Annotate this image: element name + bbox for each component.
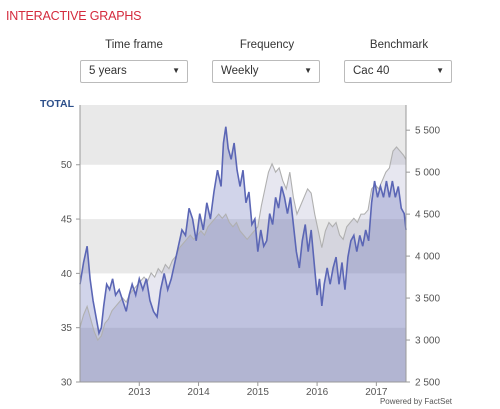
- y-left-tick-label: 40: [61, 269, 73, 280]
- grid-band: [80, 105, 406, 165]
- benchmark-area: [80, 146, 406, 382]
- benchmark-value: Cac 40: [353, 65, 390, 77]
- y-right-tick-label: 5 000: [415, 168, 440, 179]
- timeframe-label: Time frame: [105, 39, 163, 51]
- page-title: INTERACTIVE GRAPHS: [6, 9, 142, 23]
- x-tick-label: 2013: [128, 387, 151, 398]
- stock-area: [80, 126, 406, 382]
- x-tick-label: 2016: [306, 387, 329, 398]
- frequency-label: Frequency: [239, 39, 295, 51]
- y-right-tick-label: 3 500: [415, 294, 440, 305]
- timeframe-select[interactable]: 5 years ▼: [80, 60, 188, 83]
- frequency-value: Weekly: [221, 65, 259, 77]
- caret-down-icon: ▼: [172, 66, 180, 75]
- benchmark-select[interactable]: Cac 40 ▼: [344, 60, 452, 83]
- y-right-tick-label: 2 500: [415, 378, 440, 389]
- benchmark-line: [79, 146, 407, 342]
- grid-band: [80, 327, 406, 382]
- y-left-tick-label: 45: [61, 215, 73, 226]
- x-tick-label: 2017: [365, 387, 388, 398]
- caret-down-icon: ▼: [436, 66, 444, 75]
- grid-band: [80, 219, 406, 274]
- y-right-tick-label: 5 500: [415, 126, 440, 137]
- grid-band: [80, 273, 406, 328]
- y-right-tick-label: 4 000: [415, 252, 440, 263]
- y-left-tick-label: 50: [61, 160, 73, 171]
- frequency-select[interactable]: Weekly ▼: [212, 60, 320, 83]
- stock-line: [79, 126, 407, 336]
- x-tick-label: 2014: [187, 387, 210, 398]
- caret-down-icon: ▼: [304, 66, 312, 75]
- chart-axes: TOTAL 30 35 40 45 50 2 500 3 000 3 500 4 000 4 50…: [40, 98, 440, 398]
- y-axis-title: TOTAL: [40, 98, 75, 110]
- chart-lines: [79, 126, 407, 342]
- chart-background-bands: [80, 105, 406, 382]
- y-right-tick-label: 3 000: [415, 336, 440, 347]
- y-left-tick-label: 35: [61, 323, 73, 334]
- y-right-tick-label: 4 500: [415, 210, 440, 221]
- x-tick-label: 2015: [247, 387, 270, 398]
- chart-areas: [80, 126, 406, 382]
- factset-credit: Powered by FactSet: [379, 397, 452, 406]
- benchmark-label: Benchmark: [369, 39, 429, 51]
- timeframe-value: 5 years: [89, 65, 127, 77]
- y-left-tick-label: 30: [61, 378, 73, 389]
